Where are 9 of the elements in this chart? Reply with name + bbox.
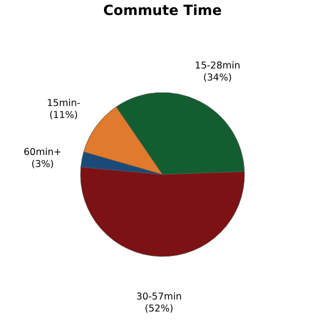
slice-label: 15min-	[46, 98, 80, 110]
slice-label: 30-57min	[136, 291, 182, 302]
slice-label: 15-28min	[194, 60, 240, 72]
data-label: (11%)	[49, 110, 78, 122]
data-label: (3%)	[31, 159, 54, 170]
slice-label: 60min+	[24, 147, 62, 158]
data-label: (34%)	[203, 72, 232, 84]
data-label: (52%)	[144, 303, 174, 314]
chart-title: Commute Time	[103, 3, 222, 19]
